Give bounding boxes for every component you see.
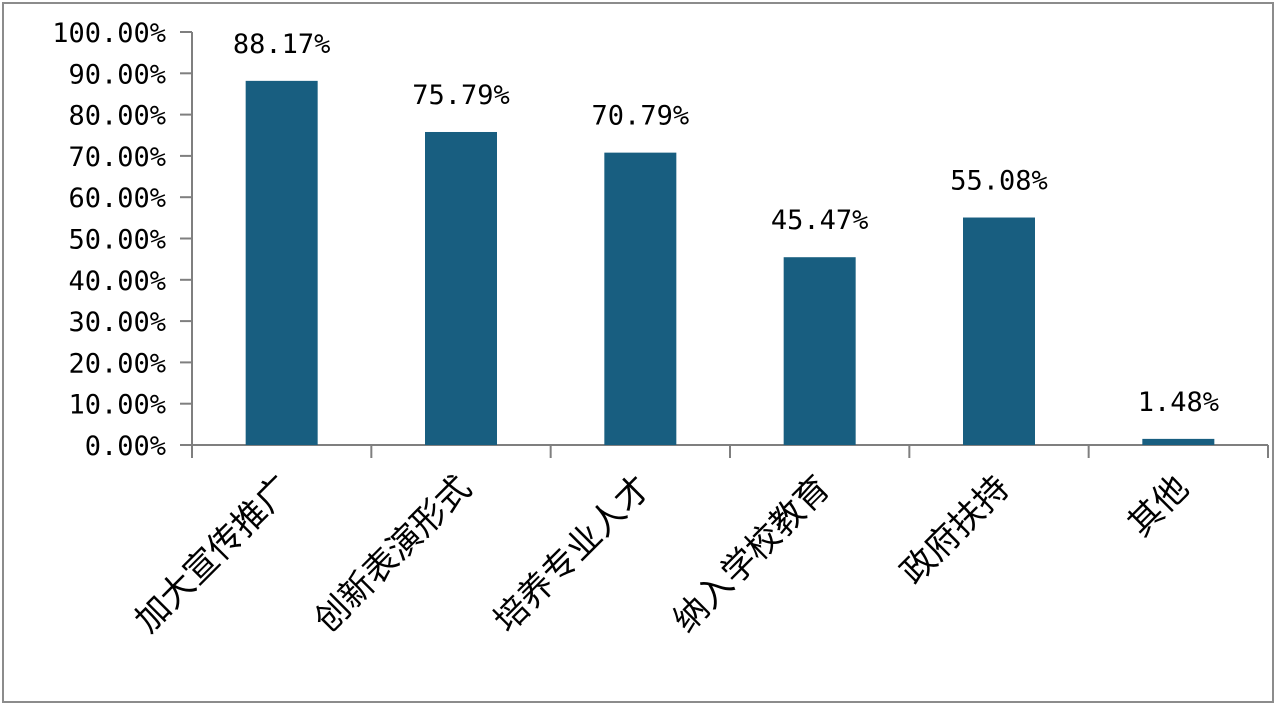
- bar: [783, 257, 856, 445]
- category-label: 培养专业人才: [486, 468, 659, 641]
- bar: [963, 217, 1035, 445]
- data-label: 70.79%: [592, 101, 690, 132]
- bar: [425, 131, 497, 445]
- category-label: 其他: [1120, 468, 1196, 544]
- y-tick-label: 30.00%: [68, 307, 166, 338]
- data-label: 55.08%: [950, 166, 1048, 197]
- y-tick-label: 0.00%: [85, 431, 166, 462]
- data-label: 75.79%: [412, 80, 510, 111]
- category-label: 纳入学校教育: [665, 468, 838, 641]
- y-tick-label: 50.00%: [68, 225, 166, 256]
- bar: [604, 152, 677, 445]
- y-tick-label: 90.00%: [68, 59, 166, 90]
- bar: [245, 80, 318, 445]
- y-tick-label: 70.00%: [68, 142, 166, 173]
- y-tick-label: 60.00%: [68, 183, 166, 214]
- category-label: 政府扶持: [893, 468, 1017, 592]
- y-tick-label: 80.00%: [68, 101, 166, 132]
- data-label: 88.17%: [233, 29, 331, 60]
- y-tick-label: 40.00%: [68, 266, 166, 297]
- y-tick-label: 10.00%: [68, 390, 166, 421]
- data-label: 45.47%: [771, 205, 869, 236]
- category-label: 创新表演形式: [307, 468, 480, 641]
- y-tick-label: 100.00%: [52, 18, 166, 49]
- data-label: 1.48%: [1138, 387, 1219, 418]
- y-tick-label: 20.00%: [68, 348, 166, 379]
- category-label: 加大宣传推广: [127, 468, 300, 641]
- bar: [1142, 438, 1215, 445]
